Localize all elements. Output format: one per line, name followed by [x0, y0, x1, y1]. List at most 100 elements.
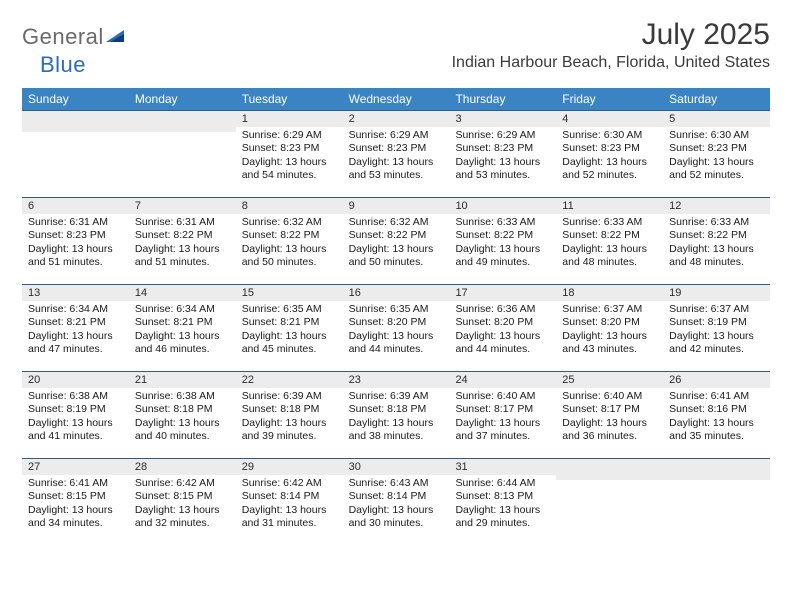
day-details: Sunrise: 6:42 AMSunset: 8:14 PMDaylight:… — [236, 475, 343, 535]
day-details: Sunrise: 6:30 AMSunset: 8:23 PMDaylight:… — [556, 127, 663, 187]
day-number — [556, 459, 663, 480]
day-cell: 29Sunrise: 6:42 AMSunset: 8:14 PMDayligh… — [236, 459, 343, 545]
day-header-row: Sunday Monday Tuesday Wednesday Thursday… — [22, 88, 770, 110]
day-cell: 15Sunrise: 6:35 AMSunset: 8:21 PMDayligh… — [236, 285, 343, 371]
day-cell: 4Sunrise: 6:30 AMSunset: 8:23 PMDaylight… — [556, 111, 663, 197]
day-details: Sunrise: 6:32 AMSunset: 8:22 PMDaylight:… — [236, 214, 343, 274]
day-cell: 6Sunrise: 6:31 AMSunset: 8:23 PMDaylight… — [22, 198, 129, 284]
day-details: Sunrise: 6:38 AMSunset: 8:18 PMDaylight:… — [129, 388, 236, 448]
day-number — [663, 459, 770, 480]
day-number: 13 — [22, 285, 129, 301]
day-number: 26 — [663, 372, 770, 388]
day-cell: 26Sunrise: 6:41 AMSunset: 8:16 PMDayligh… — [663, 372, 770, 458]
day-details: Sunrise: 6:39 AMSunset: 8:18 PMDaylight:… — [236, 388, 343, 448]
day-number: 21 — [129, 372, 236, 388]
day-cell: 16Sunrise: 6:35 AMSunset: 8:20 PMDayligh… — [343, 285, 450, 371]
day-cell: 31Sunrise: 6:44 AMSunset: 8:13 PMDayligh… — [449, 459, 556, 545]
day-cell: 12Sunrise: 6:33 AMSunset: 8:22 PMDayligh… — [663, 198, 770, 284]
day-cell: 2Sunrise: 6:29 AMSunset: 8:23 PMDaylight… — [343, 111, 450, 197]
day-details: Sunrise: 6:33 AMSunset: 8:22 PMDaylight:… — [663, 214, 770, 274]
title-block: July 2025 Indian Harbour Beach, Florida,… — [452, 18, 770, 72]
day-cell: 18Sunrise: 6:37 AMSunset: 8:20 PMDayligh… — [556, 285, 663, 371]
day-details: Sunrise: 6:36 AMSunset: 8:20 PMDaylight:… — [449, 301, 556, 361]
day-details: Sunrise: 6:40 AMSunset: 8:17 PMDaylight:… — [556, 388, 663, 448]
day-header: Monday — [129, 88, 236, 110]
day-number: 11 — [556, 198, 663, 214]
day-cell: 13Sunrise: 6:34 AMSunset: 8:21 PMDayligh… — [22, 285, 129, 371]
weeks-container: 1Sunrise: 6:29 AMSunset: 8:23 PMDaylight… — [22, 110, 770, 545]
day-number: 23 — [343, 372, 450, 388]
day-cell: 25Sunrise: 6:40 AMSunset: 8:17 PMDayligh… — [556, 372, 663, 458]
day-details: Sunrise: 6:31 AMSunset: 8:22 PMDaylight:… — [129, 214, 236, 274]
day-details: Sunrise: 6:42 AMSunset: 8:15 PMDaylight:… — [129, 475, 236, 535]
day-cell — [22, 111, 129, 197]
month-title: July 2025 — [452, 18, 770, 52]
day-details: Sunrise: 6:32 AMSunset: 8:22 PMDaylight:… — [343, 214, 450, 274]
day-number: 25 — [556, 372, 663, 388]
logo: General — [22, 24, 126, 50]
day-details: Sunrise: 6:43 AMSunset: 8:14 PMDaylight:… — [343, 475, 450, 535]
day-header: Tuesday — [236, 88, 343, 110]
day-header: Friday — [556, 88, 663, 110]
day-cell: 11Sunrise: 6:33 AMSunset: 8:22 PMDayligh… — [556, 198, 663, 284]
day-number: 4 — [556, 111, 663, 127]
day-number: 8 — [236, 198, 343, 214]
logo-text-general: General — [22, 24, 104, 50]
day-cell: 23Sunrise: 6:39 AMSunset: 8:18 PMDayligh… — [343, 372, 450, 458]
day-number — [129, 111, 236, 132]
day-number — [22, 111, 129, 132]
day-details: Sunrise: 6:34 AMSunset: 8:21 PMDaylight:… — [22, 301, 129, 361]
day-number: 7 — [129, 198, 236, 214]
day-cell: 19Sunrise: 6:37 AMSunset: 8:19 PMDayligh… — [663, 285, 770, 371]
week-row: 1Sunrise: 6:29 AMSunset: 8:23 PMDaylight… — [22, 110, 770, 197]
day-cell: 9Sunrise: 6:32 AMSunset: 8:22 PMDaylight… — [343, 198, 450, 284]
day-details: Sunrise: 6:35 AMSunset: 8:20 PMDaylight:… — [343, 301, 450, 361]
week-row: 13Sunrise: 6:34 AMSunset: 8:21 PMDayligh… — [22, 284, 770, 371]
day-details: Sunrise: 6:40 AMSunset: 8:17 PMDaylight:… — [449, 388, 556, 448]
day-cell: 5Sunrise: 6:30 AMSunset: 8:23 PMDaylight… — [663, 111, 770, 197]
day-number: 22 — [236, 372, 343, 388]
day-header: Saturday — [663, 88, 770, 110]
day-number: 30 — [343, 459, 450, 475]
day-details: Sunrise: 6:41 AMSunset: 8:16 PMDaylight:… — [663, 388, 770, 448]
day-details: Sunrise: 6:38 AMSunset: 8:19 PMDaylight:… — [22, 388, 129, 448]
day-number: 29 — [236, 459, 343, 475]
day-number: 27 — [22, 459, 129, 475]
day-number: 16 — [343, 285, 450, 301]
day-details: Sunrise: 6:44 AMSunset: 8:13 PMDaylight:… — [449, 475, 556, 535]
day-details: Sunrise: 6:37 AMSunset: 8:19 PMDaylight:… — [663, 301, 770, 361]
day-cell — [129, 111, 236, 197]
day-number: 3 — [449, 111, 556, 127]
day-details: Sunrise: 6:33 AMSunset: 8:22 PMDaylight:… — [556, 214, 663, 274]
day-details: Sunrise: 6:33 AMSunset: 8:22 PMDaylight:… — [449, 214, 556, 274]
day-cell: 3Sunrise: 6:29 AMSunset: 8:23 PMDaylight… — [449, 111, 556, 197]
day-cell: 27Sunrise: 6:41 AMSunset: 8:15 PMDayligh… — [22, 459, 129, 545]
day-details: Sunrise: 6:29 AMSunset: 8:23 PMDaylight:… — [343, 127, 450, 187]
day-cell: 1Sunrise: 6:29 AMSunset: 8:23 PMDaylight… — [236, 111, 343, 197]
week-row: 20Sunrise: 6:38 AMSunset: 8:19 PMDayligh… — [22, 371, 770, 458]
day-cell: 7Sunrise: 6:31 AMSunset: 8:22 PMDaylight… — [129, 198, 236, 284]
day-details: Sunrise: 6:29 AMSunset: 8:23 PMDaylight:… — [236, 127, 343, 187]
day-number: 14 — [129, 285, 236, 301]
day-cell: 14Sunrise: 6:34 AMSunset: 8:21 PMDayligh… — [129, 285, 236, 371]
day-number: 10 — [449, 198, 556, 214]
day-details: Sunrise: 6:34 AMSunset: 8:21 PMDaylight:… — [129, 301, 236, 361]
day-number: 20 — [22, 372, 129, 388]
day-details: Sunrise: 6:39 AMSunset: 8:18 PMDaylight:… — [343, 388, 450, 448]
day-details: Sunrise: 6:30 AMSunset: 8:23 PMDaylight:… — [663, 127, 770, 187]
day-number: 5 — [663, 111, 770, 127]
day-cell: 21Sunrise: 6:38 AMSunset: 8:18 PMDayligh… — [129, 372, 236, 458]
day-header: Thursday — [449, 88, 556, 110]
day-cell: 22Sunrise: 6:39 AMSunset: 8:18 PMDayligh… — [236, 372, 343, 458]
logo-text-blue: Blue — [40, 52, 86, 77]
week-row: 27Sunrise: 6:41 AMSunset: 8:15 PMDayligh… — [22, 458, 770, 545]
day-cell: 24Sunrise: 6:40 AMSunset: 8:17 PMDayligh… — [449, 372, 556, 458]
day-number: 19 — [663, 285, 770, 301]
day-details: Sunrise: 6:29 AMSunset: 8:23 PMDaylight:… — [449, 127, 556, 187]
logo-triangle-icon — [106, 28, 126, 49]
day-details: Sunrise: 6:37 AMSunset: 8:20 PMDaylight:… — [556, 301, 663, 361]
day-number: 31 — [449, 459, 556, 475]
day-cell: 10Sunrise: 6:33 AMSunset: 8:22 PMDayligh… — [449, 198, 556, 284]
calendar-page: General July 2025 Indian Harbour Beach, … — [0, 0, 792, 612]
day-number: 6 — [22, 198, 129, 214]
